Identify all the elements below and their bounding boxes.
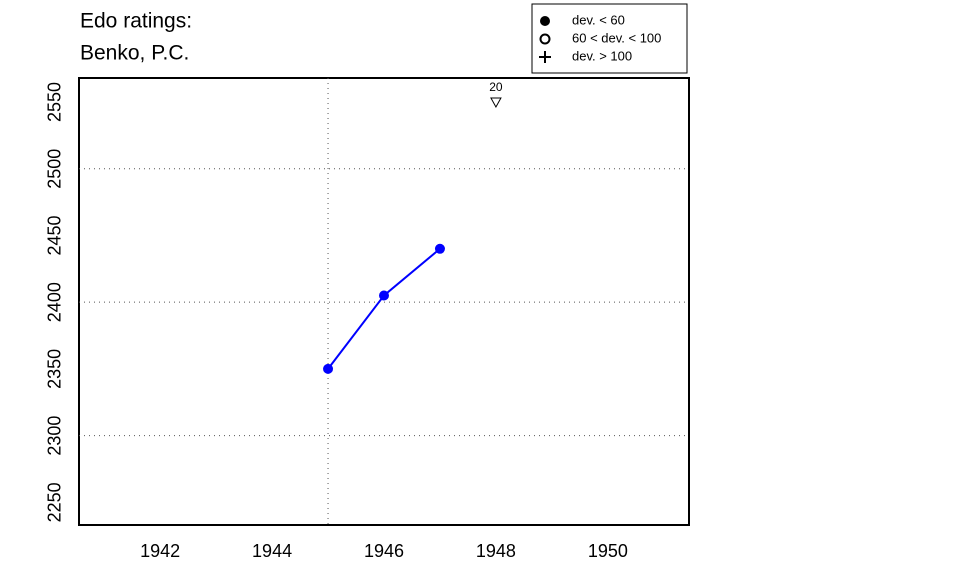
legend-label: 60 < dev. < 100 bbox=[572, 30, 661, 45]
data-point bbox=[323, 363, 334, 374]
x-tick-label: 1948 bbox=[476, 541, 516, 561]
y-tick-label: 2550 bbox=[45, 82, 65, 122]
x-tick-label: 1944 bbox=[252, 541, 292, 561]
annotation-label: 20 bbox=[489, 80, 503, 94]
plot-frame bbox=[78, 77, 690, 526]
y-tick-label: 2300 bbox=[45, 416, 65, 456]
legend-marker bbox=[539, 33, 551, 45]
y-tick-label: 2450 bbox=[45, 215, 65, 255]
y-tick-label: 2400 bbox=[45, 282, 65, 322]
chart-title: Edo ratings: bbox=[80, 10, 192, 33]
annotation-marker bbox=[490, 97, 502, 109]
legend-box bbox=[531, 3, 688, 74]
x-tick-label: 1942 bbox=[140, 541, 180, 561]
data-point bbox=[379, 290, 389, 301]
legend-marker bbox=[539, 51, 551, 63]
x-tick-label: 1946 bbox=[364, 541, 404, 561]
x-tick-label: 1950 bbox=[588, 541, 628, 561]
legend-marker bbox=[540, 16, 550, 26]
y-tick-label: 2350 bbox=[45, 349, 65, 389]
series-line bbox=[327, 248, 441, 370]
data-point bbox=[434, 243, 445, 254]
y-tick-label: 2500 bbox=[45, 149, 65, 189]
chart-subtitle: Benko, P.C. bbox=[80, 42, 189, 65]
y-tick-label: 2250 bbox=[45, 482, 65, 522]
legend-label: dev. > 100 bbox=[572, 48, 632, 63]
legend-label: dev. < 60 bbox=[572, 12, 625, 27]
